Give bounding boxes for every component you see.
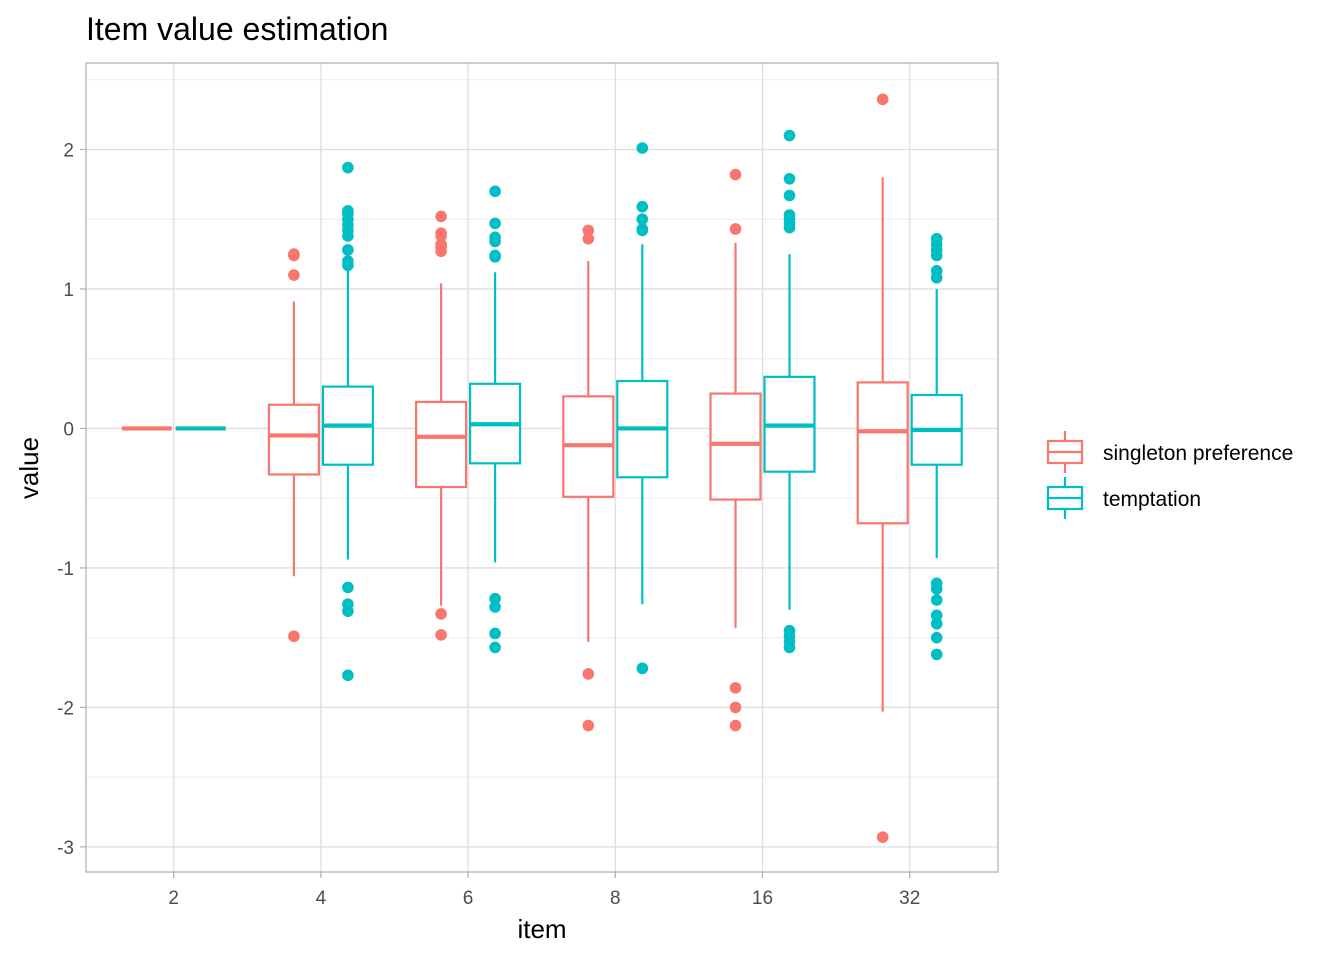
outlier-point (435, 230, 447, 242)
outlier-point (342, 259, 354, 272)
outlier-point (930, 583, 943, 595)
outlier-point (435, 210, 447, 223)
box-iqr (415, 400, 468, 489)
outlier-point (288, 269, 300, 281)
outlier-point (930, 594, 943, 606)
plot-panel (85, 62, 999, 873)
outlier-point (342, 230, 354, 242)
box-8 (616, 142, 669, 675)
outlier-point (489, 592, 501, 605)
box-16 (709, 168, 762, 732)
box-4 (267, 248, 320, 643)
box-8 (562, 224, 615, 732)
x-tick-label: 8 (610, 888, 621, 909)
outlier-point (783, 641, 796, 654)
y-tick-label: -2 (57, 698, 74, 719)
legend: singleton preference temptation (1046, 431, 1293, 519)
outlier-point (636, 662, 649, 675)
x-axis: 2 4 6 8 16 32 (168, 872, 920, 909)
x-tick-label: 32 (899, 888, 920, 909)
outlier-point (342, 161, 354, 174)
box-32 (910, 232, 963, 661)
outlier-point (729, 701, 742, 714)
x-axis-title: item (517, 914, 566, 944)
outlier-point (636, 200, 649, 213)
outlier-point (729, 719, 742, 732)
y-axis: -3 -2 -1 0 1 2 (57, 140, 86, 859)
y-tick-label: -3 (57, 838, 74, 859)
outlier-point (582, 668, 595, 680)
outlier-point (729, 682, 742, 694)
outlier-point (288, 249, 300, 262)
panel-border (85, 62, 999, 873)
outlier-point (342, 605, 354, 617)
outlier-point (489, 185, 501, 198)
outlier-point (582, 719, 595, 732)
box-4 (321, 161, 374, 682)
chart-title: Item value estimation (86, 11, 388, 47)
outlier-point (930, 617, 943, 630)
y-tick-label: 1 (63, 280, 74, 301)
outlier-point (342, 669, 354, 682)
y-axis-title: value (14, 437, 44, 499)
outlier-point (930, 631, 943, 644)
outlier-point (783, 221, 796, 234)
series-singleton-preference (121, 93, 909, 843)
box-iqr (856, 381, 909, 525)
y-tick-label: 0 (63, 419, 74, 440)
y-tick-label: -1 (57, 559, 74, 580)
outlier-point (930, 272, 943, 284)
outlier-point (876, 93, 889, 106)
outlier-point (489, 235, 501, 248)
x-tick-label: 2 (168, 888, 179, 909)
outlier-point (489, 601, 501, 613)
outlier-point (489, 217, 501, 230)
outlier-point (435, 629, 447, 641)
outlier-point (582, 224, 595, 237)
series-temptation (175, 129, 963, 682)
outlier-point (489, 627, 501, 640)
outlier-point (435, 608, 447, 620)
outlier-point (435, 245, 447, 258)
box-32 (856, 93, 909, 843)
outlier-point (636, 142, 649, 154)
outlier-point (636, 213, 649, 226)
outlier-point (783, 189, 796, 202)
y-tick-label: 2 (63, 140, 74, 161)
outlier-point (342, 581, 354, 594)
box-6 (415, 210, 468, 641)
outlier-point (636, 224, 649, 237)
outlier-point (930, 249, 943, 262)
outlier-point (489, 641, 501, 654)
legend-item: singleton preference (1046, 431, 1293, 473)
box-16 (763, 129, 816, 654)
outlier-point (582, 232, 595, 245)
x-tick-label: 16 (752, 888, 773, 909)
outlier-point (729, 168, 742, 181)
legend-label: singleton preference (1103, 442, 1293, 465)
outlier-point (783, 172, 796, 185)
outlier-point (288, 630, 300, 643)
box-iqr (267, 403, 320, 476)
outlier-point (729, 223, 742, 235)
legend-label: temptation (1103, 488, 1201, 511)
legend-item: temptation (1046, 477, 1201, 519)
outlier-point (489, 251, 501, 263)
box-iqr (709, 392, 762, 501)
outlier-point (783, 129, 796, 142)
outlier-point (930, 609, 943, 622)
box-6 (469, 185, 522, 654)
x-tick-label: 6 (463, 888, 474, 909)
outlier-point (930, 648, 943, 661)
panel-background (86, 63, 998, 872)
outlier-point (876, 831, 889, 843)
x-tick-label: 4 (316, 888, 327, 909)
outlier-point (342, 244, 354, 256)
